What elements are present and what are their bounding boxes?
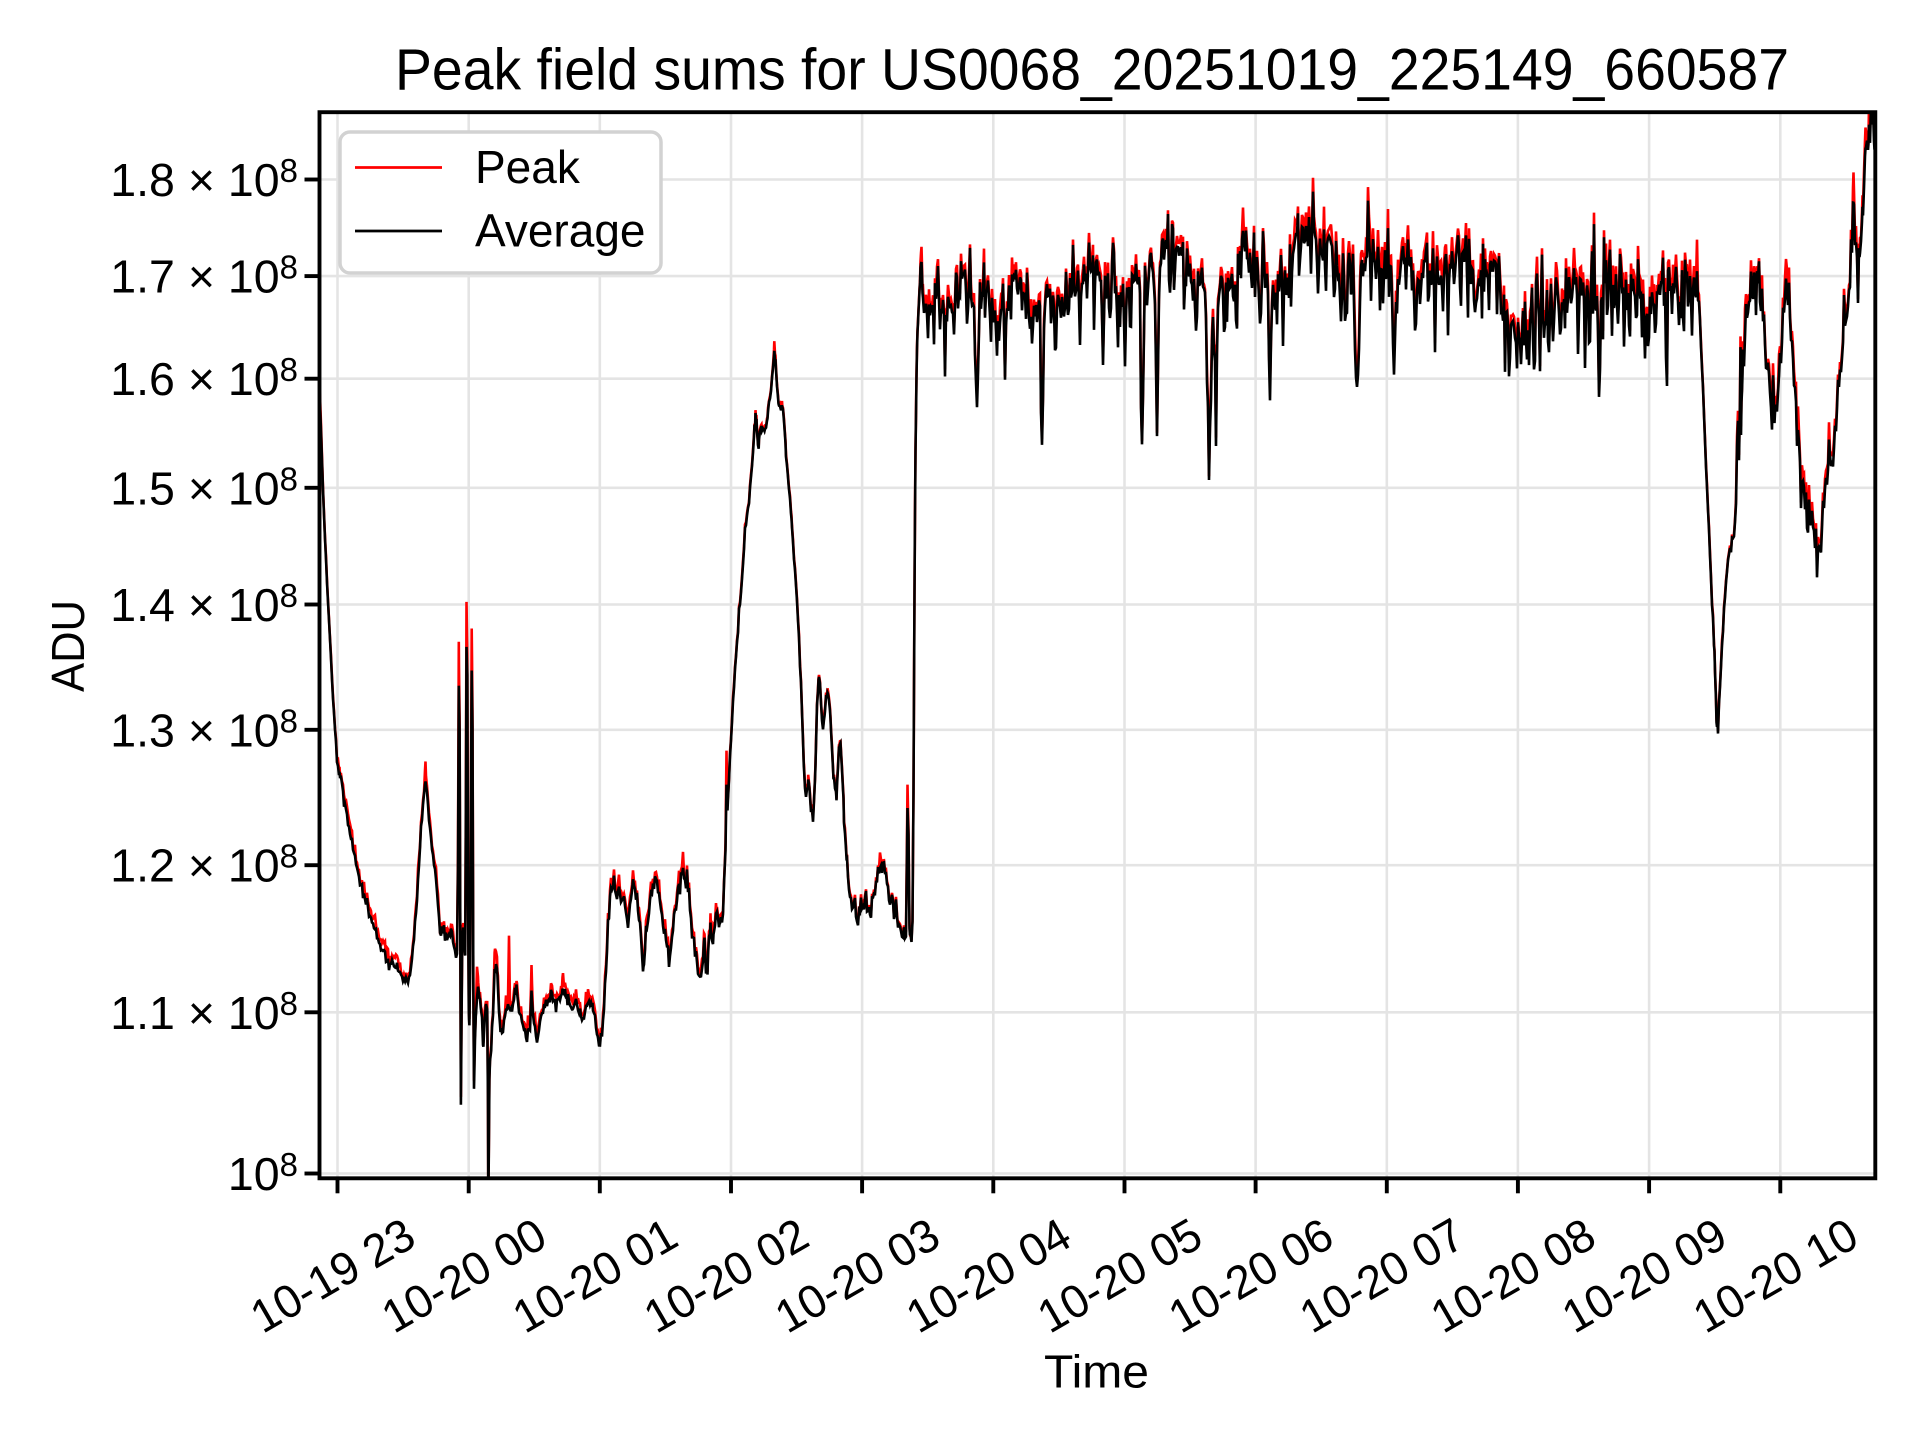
svg-text:1.5 × 108: 1.5 × 108 — [110, 460, 298, 514]
svg-text:Average: Average — [475, 205, 646, 257]
svg-text:1.4 × 108: 1.4 × 108 — [110, 577, 298, 631]
svg-text:1.7 × 108: 1.7 × 108 — [110, 249, 298, 303]
svg-text:Peak: Peak — [475, 141, 581, 193]
svg-text:1.3 × 108: 1.3 × 108 — [110, 702, 298, 756]
svg-text:Peak field sums for US0068_202: Peak field sums for US0068_20251019_2251… — [395, 38, 1789, 103]
svg-text:Time: Time — [1044, 1346, 1149, 1398]
svg-text:ADU: ADU — [42, 600, 94, 692]
svg-text:1.2 × 108: 1.2 × 108 — [110, 838, 298, 892]
svg-text:1.6 × 108: 1.6 × 108 — [110, 351, 298, 405]
svg-text:1.8 × 108: 1.8 × 108 — [110, 152, 298, 206]
svg-text:1.1 × 108: 1.1 × 108 — [110, 985, 298, 1039]
